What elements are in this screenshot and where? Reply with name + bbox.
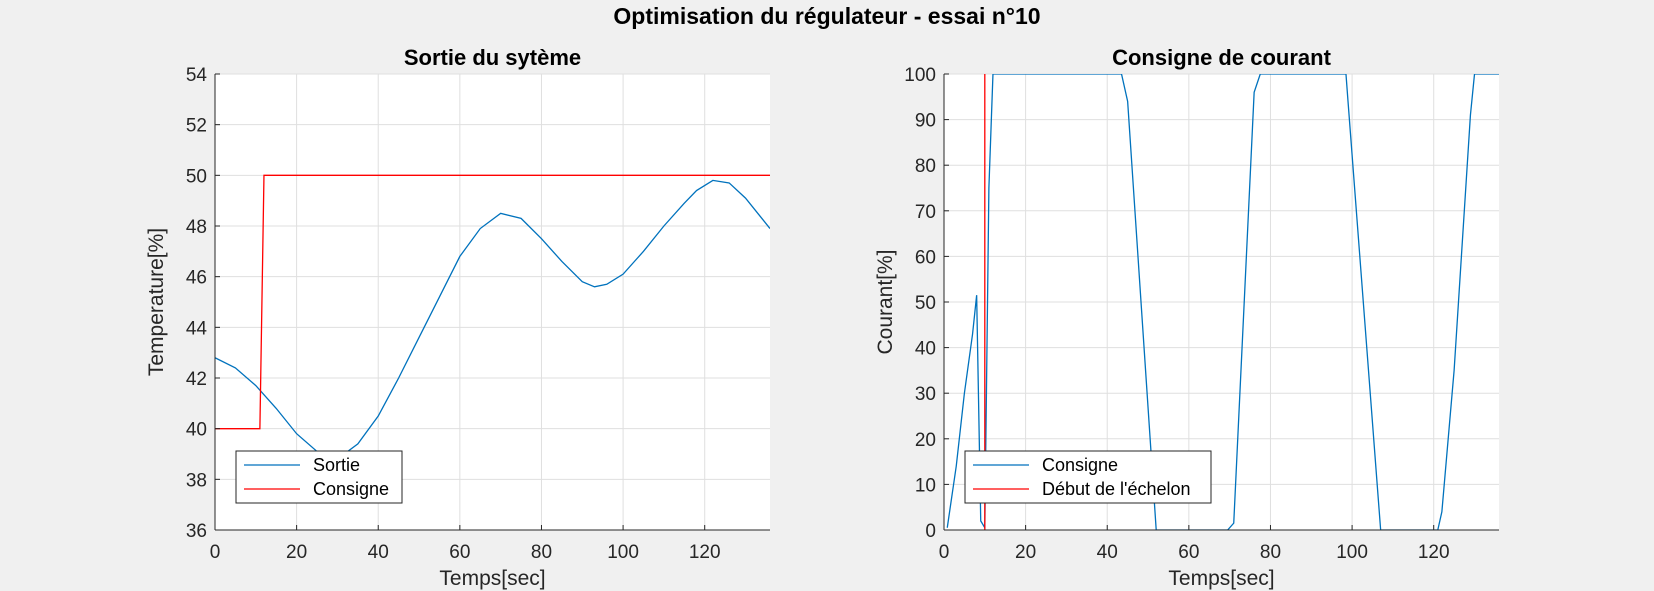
x-tick-label: 80 xyxy=(531,542,552,563)
x-tick-label: 0 xyxy=(939,542,950,563)
y-tick-label: 36 xyxy=(186,521,207,542)
y-tick-label: 90 xyxy=(915,111,936,132)
y-tick-label: 20 xyxy=(915,430,936,451)
y-tick-label: 40 xyxy=(186,420,207,441)
x-tick-label: 80 xyxy=(1260,542,1281,563)
left-axes: 0 20 40 60 80 100 120 36 38 40 42 44 46 48 50 52 54 Sorti… xyxy=(145,45,770,590)
y-tick-label: 0 xyxy=(925,521,936,542)
legend-box xyxy=(235,450,403,504)
y-tick-label: 50 xyxy=(186,166,207,187)
y-tick-label: 54 xyxy=(186,65,208,86)
series-line-0 xyxy=(946,74,1499,530)
x-tick-label: 120 xyxy=(1418,542,1450,563)
y-tick-label: 38 xyxy=(186,470,207,491)
y-tick-label: 40 xyxy=(915,339,936,360)
figure-suptitle: Optimisation du régulateur - essai n°10 xyxy=(613,3,1040,29)
x-tick-label: 100 xyxy=(1336,542,1368,563)
y-tick-label: 42 xyxy=(186,369,207,390)
x-tick-label: 40 xyxy=(1097,542,1118,563)
axes-title: Consigne de courant xyxy=(1112,45,1331,70)
legend-label: Sortie xyxy=(313,455,360,475)
y-axis-label: Courant[%] xyxy=(874,249,897,354)
legend-box xyxy=(964,450,1212,504)
y-tick-label: 10 xyxy=(915,475,936,496)
y-tick-label: 52 xyxy=(186,116,207,137)
x-tick-label: 60 xyxy=(449,542,470,563)
y-tick-label: 50 xyxy=(915,293,936,314)
x-tick-label: 20 xyxy=(1015,542,1036,563)
axes-title: Sortie du sytème xyxy=(404,45,581,70)
x-axis-label: Temps[sec] xyxy=(439,567,545,590)
y-tick-label: 70 xyxy=(915,202,936,223)
y-tick-label: 30 xyxy=(915,384,936,405)
x-tick-label: 40 xyxy=(368,542,389,563)
x-tick-label: 100 xyxy=(607,542,639,563)
y-tick-label: 80 xyxy=(915,156,936,177)
y-tick-label: 46 xyxy=(186,268,207,289)
legend-label: Consigne xyxy=(313,479,389,499)
x-tick-label: 60 xyxy=(1178,542,1199,563)
series-line-1 xyxy=(215,174,770,430)
x-axis-label: Temps[sec] xyxy=(1168,567,1274,590)
right-axes: 0 20 40 60 80 100 120 0 10 20 30 40 50 60 70 80 90 100 Con… xyxy=(874,45,1499,590)
y-tick-label: 44 xyxy=(186,318,208,339)
y-tick-label: 48 xyxy=(186,217,207,238)
y-axis-label: Temperature[%] xyxy=(145,228,168,376)
y-tick-label: 60 xyxy=(915,247,936,268)
legend-label: Consigne xyxy=(1042,455,1118,475)
y-tick-label: 100 xyxy=(904,65,936,86)
x-tick-label: 0 xyxy=(210,542,221,563)
legend-label: Début de l'échelon xyxy=(1042,479,1191,499)
x-tick-label: 120 xyxy=(689,542,721,563)
x-tick-label: 20 xyxy=(286,542,307,563)
